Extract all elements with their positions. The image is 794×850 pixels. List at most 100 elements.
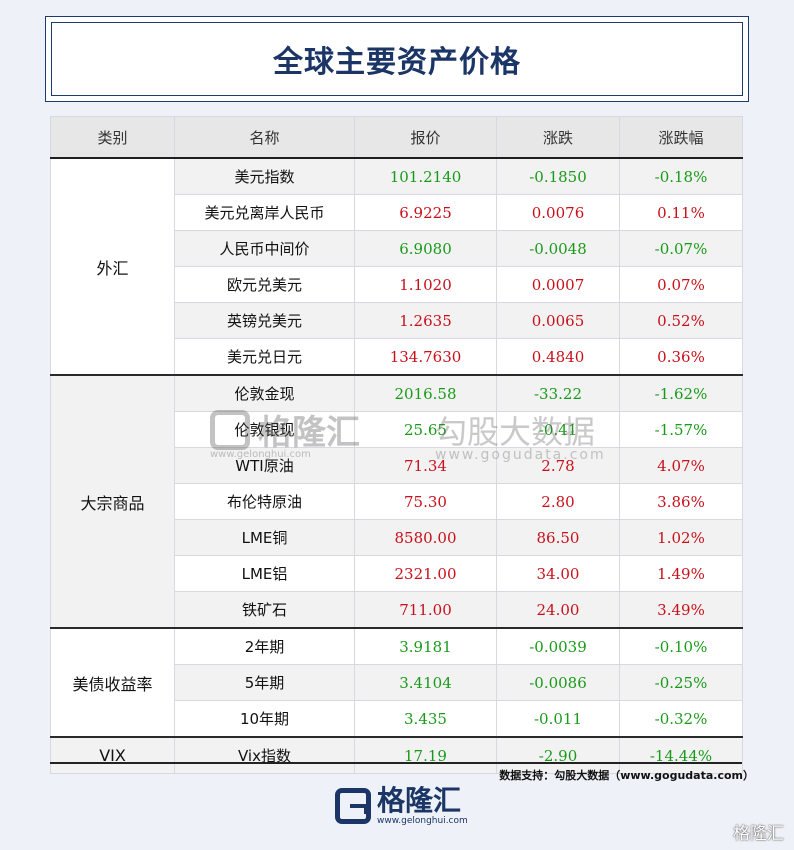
name-cell: 美元兑离岸人民币 — [174, 194, 355, 231]
price-cell: 75.30 — [354, 483, 497, 520]
brand-logo-icon — [335, 788, 371, 824]
column-header: 类别 — [50, 116, 175, 159]
name-cell: 欧元兑美元 — [174, 266, 355, 303]
price-cell: 3.4104 — [354, 664, 497, 701]
name-cell: 伦敦金现 — [174, 374, 355, 412]
table-row: 人民币中间价 6.9080 -0.0048 -0.07% — [51, 230, 743, 267]
corner-watermark: 格隆汇 — [733, 824, 784, 844]
name-cell: 布伦特原油 — [174, 483, 355, 520]
change-cell: -0.1850 — [496, 157, 620, 195]
column-header: 涨跌幅 — [619, 116, 743, 159]
name-cell: 铁矿石 — [174, 591, 355, 629]
change-cell: -33.22 — [496, 374, 620, 412]
price-cell: 17.19 — [354, 736, 497, 774]
price-cell: 1.1020 — [354, 266, 497, 303]
name-cell: 5年期 — [174, 664, 355, 701]
price-cell: 6.9225 — [354, 194, 497, 231]
pct-cell: 1.02% — [619, 519, 743, 556]
table-row: VIX Vix指数 17.19 -2.90 -14.44% — [50, 736, 743, 774]
change-cell: 2.78 — [496, 447, 620, 484]
name-cell: LME铝 — [174, 555, 355, 592]
pct-cell: 0.36% — [619, 338, 743, 376]
footer-brand-url: www.gelonghui.com — [377, 816, 468, 826]
name-cell: WTI原油 — [174, 447, 355, 484]
change-cell: 0.0007 — [496, 266, 620, 303]
pct-cell: 0.07% — [619, 266, 743, 303]
pct-cell: 1.49% — [619, 555, 743, 592]
pct-cell: -0.07% — [619, 230, 743, 267]
name-cell: 美元指数 — [174, 157, 355, 195]
price-cell: 8580.00 — [354, 519, 497, 556]
column-header: 名称 — [174, 116, 355, 159]
table-row: LME铜 8580.00 86.50 1.02% — [51, 519, 743, 556]
pct-cell: 4.07% — [619, 447, 743, 484]
name-cell: 人民币中间价 — [174, 230, 355, 267]
header-row: 类别 名称 报价 涨跌 涨跌幅 — [50, 116, 743, 159]
price-cell: 2321.00 — [354, 555, 497, 592]
category-cell: VIX — [50, 736, 175, 774]
title-box: 全球主要资产价格 — [45, 16, 749, 102]
footer-logo: 格隆汇 www.gelonghui.com — [335, 786, 468, 826]
price-cell: 71.34 — [354, 447, 497, 484]
change-cell: 0.0076 — [496, 194, 620, 231]
pct-cell: -0.25% — [619, 664, 743, 701]
table-bottom-rule — [50, 762, 742, 764]
pct-cell: 3.49% — [619, 591, 743, 629]
change-cell: 0.4840 — [496, 338, 620, 376]
table-row: LME铝 2321.00 34.00 1.49% — [51, 555, 743, 592]
pct-cell: -0.10% — [619, 627, 743, 665]
table-row: 10年期 3.435 -0.011 -0.32% — [51, 700, 743, 738]
name-cell: 2年期 — [174, 627, 355, 665]
table-row: 外汇 美元指数 101.2140 -0.1850 -0.18% — [50, 157, 743, 376]
price-cell: 6.9080 — [354, 230, 497, 267]
category-cell: 美债收益率 — [50, 627, 175, 738]
price-cell: 711.00 — [354, 591, 497, 629]
change-cell: -0.0086 — [496, 664, 620, 701]
price-cell: 101.2140 — [354, 157, 497, 195]
change-cell: 86.50 — [496, 519, 620, 556]
change-cell: 0.0065 — [496, 302, 620, 339]
category-cell: 外汇 — [50, 157, 175, 376]
table-row: 大宗商品 伦敦金现 2016.58 -33.22 -1.62% — [50, 374, 743, 629]
price-cell: 3.435 — [354, 700, 497, 738]
table-row: 布伦特原油 75.30 2.80 3.86% — [51, 483, 743, 520]
pct-cell: 0.11% — [619, 194, 743, 231]
data-source-note: 数据支持：勾股大数据（www.gogudata.com） — [499, 769, 754, 782]
change-cell: 2.80 — [496, 483, 620, 520]
change-cell: -0.011 — [496, 700, 620, 738]
change-cell: -0.0039 — [496, 627, 620, 665]
name-cell: 美元兑日元 — [174, 338, 355, 376]
pct-cell: 3.86% — [619, 483, 743, 520]
pct-cell: -1.62% — [619, 374, 743, 412]
name-cell: 英镑兑美元 — [174, 302, 355, 339]
price-cell: 1.2635 — [354, 302, 497, 339]
table-row: 欧元兑美元 1.1020 0.0007 0.07% — [51, 266, 743, 303]
price-table: 类别 名称 报价 涨跌 涨跌幅 外汇 美元指数 101.2140 -0.1850 -0.… — [50, 116, 743, 774]
table-row: WTI原油 71.34 2.78 4.07% — [51, 447, 743, 484]
pct-cell: 0.52% — [619, 302, 743, 339]
pct-cell: -1.57% — [619, 411, 743, 448]
column-header: 涨跌 — [496, 116, 620, 159]
price-cell: 25.65 — [354, 411, 497, 448]
pct-cell: -0.32% — [619, 700, 743, 738]
table-row: 英镑兑美元 1.2635 0.0065 0.52% — [51, 302, 743, 339]
name-cell: 10年期 — [174, 700, 355, 738]
price-cell: 3.9181 — [354, 627, 497, 665]
price-cell: 2016.58 — [354, 374, 497, 412]
table-row: 5年期 3.4104 -0.0086 -0.25% — [51, 664, 743, 701]
name-cell: 伦敦银现 — [174, 411, 355, 448]
change-cell: 24.00 — [496, 591, 620, 629]
page-title: 全球主要资产价格 — [273, 45, 521, 80]
change-cell: -2.90 — [496, 736, 620, 774]
table-row: 美债收益率 2年期 3.9181 -0.0039 -0.10% — [50, 627, 743, 738]
pct-cell: -0.18% — [619, 157, 743, 195]
title-frame: 全球主要资产价格 — [51, 22, 743, 96]
price-cell: 134.7630 — [354, 338, 497, 376]
table-row: 美元兑离岸人民币 6.9225 0.0076 0.11% — [51, 194, 743, 231]
category-cell: 大宗商品 — [50, 374, 175, 629]
table-body: 外汇 美元指数 101.2140 -0.1850 -0.18% 美元兑离岸人民币 6.922… — [50, 157, 743, 774]
footer-brand-name: 格隆汇 — [377, 784, 462, 817]
name-cell: LME铜 — [174, 519, 355, 556]
change-cell: 34.00 — [496, 555, 620, 592]
column-header: 报价 — [354, 116, 497, 159]
